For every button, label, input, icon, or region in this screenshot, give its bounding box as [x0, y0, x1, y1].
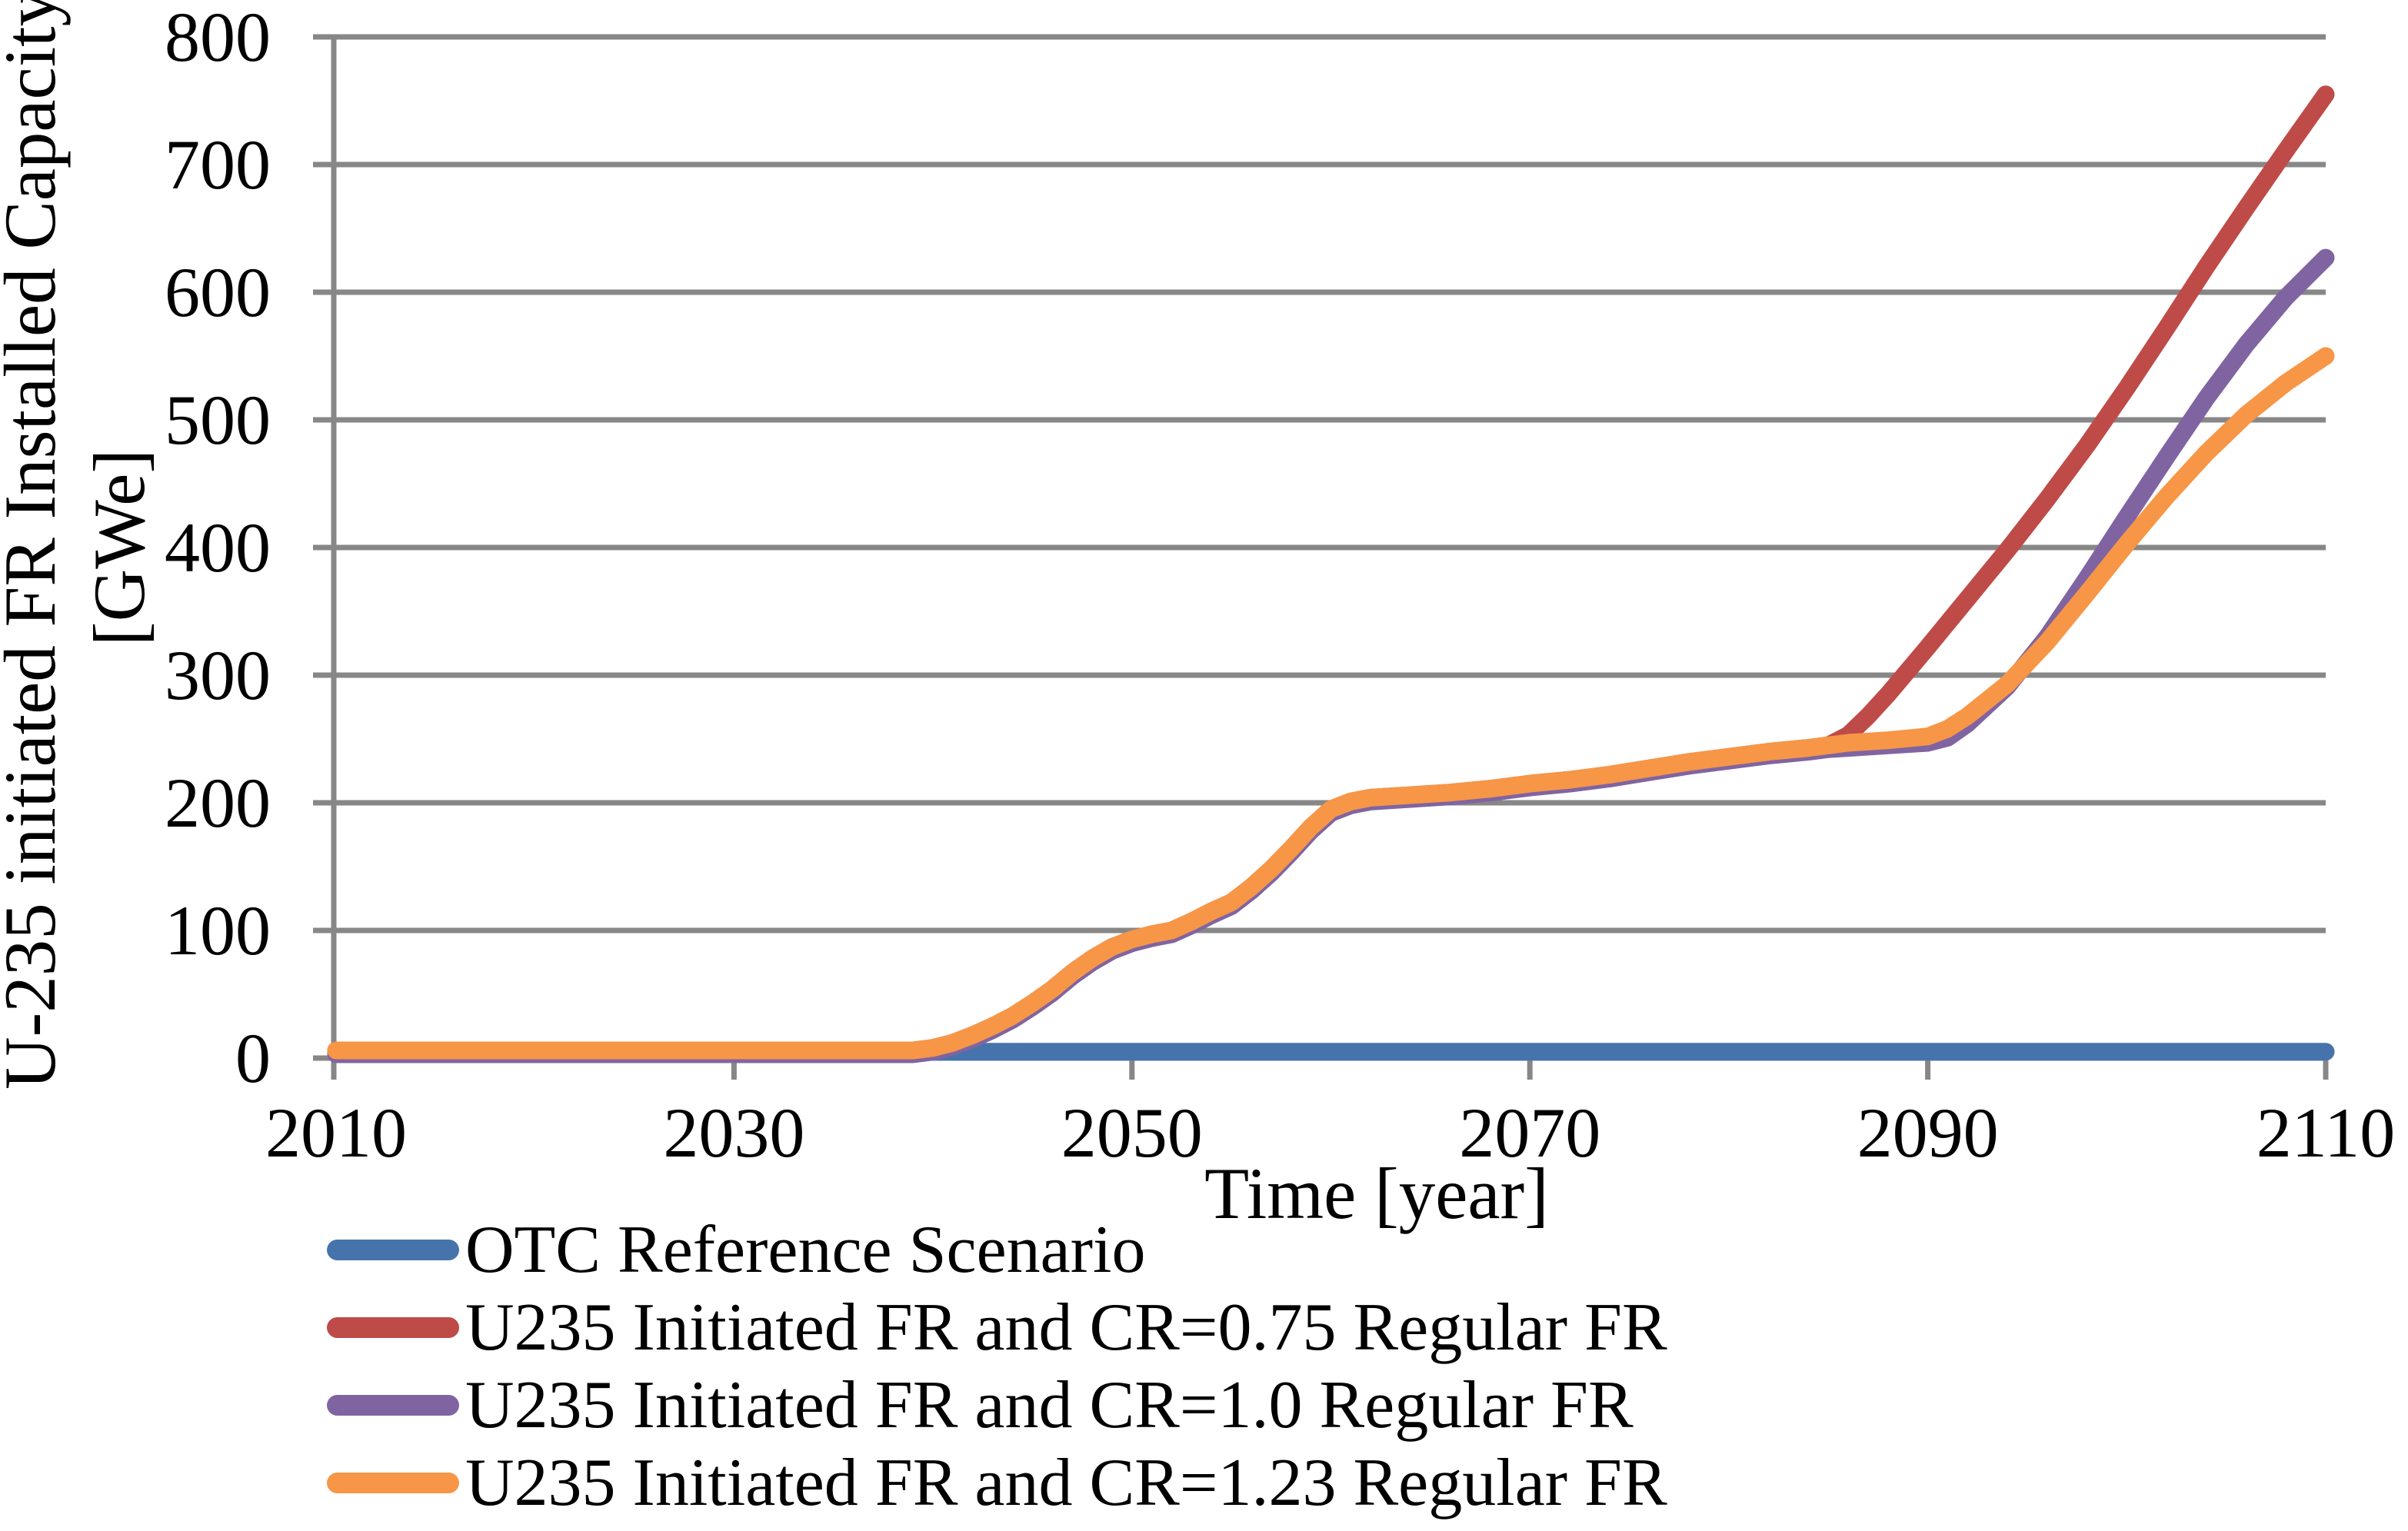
x-tick-label-2050: 2050	[1061, 1093, 1203, 1172]
y-tick-label-200: 200	[165, 764, 271, 842]
y-axis-title: U-235 initiated FR Installed Capacity [G…	[0, 0, 164, 1090]
y-axis-title-line1: U-235 initiated FR Installed Capacity	[0, 0, 71, 1090]
x-tick-label-2070: 2070	[1459, 1093, 1601, 1172]
legend-item-cr-0-75: U235 Initiated FR and CR=0.75 Regular FR	[327, 1289, 1667, 1366]
legend-item-cr-1-0: U235 Initiated FR and CR=1.0 Regular FR	[327, 1366, 1667, 1444]
y-tick-label-700: 700	[165, 125, 271, 204]
legend-swatch-otc-reference	[327, 1240, 459, 1260]
y-tick-label-400: 400	[165, 508, 271, 587]
x-tick-label-2110: 2110	[2256, 1093, 2396, 1172]
y-axis-title-line2: [GWe]	[78, 448, 160, 647]
legend-label-cr-1-0: U235 Initiated FR and CR=1.0 Regular FR	[465, 1367, 1634, 1443]
legend-swatch-cr-1-23	[327, 1473, 459, 1493]
legend-label-cr-0-75: U235 Initiated FR and CR=0.75 Regular FR	[465, 1290, 1667, 1365]
y-tick-label-500: 500	[165, 381, 271, 459]
series-line-1	[327, 85, 2335, 1060]
x-tick-label-2090: 2090	[1857, 1093, 1999, 1172]
y-tick-label-300: 300	[165, 636, 271, 714]
legend: OTC Reference Scenario U235 Initiated FR…	[327, 1211, 1667, 1522]
legend-item-cr-1-23: U235 Initiated FR and CR=1.23 Regular FR	[327, 1444, 1667, 1522]
legend-label-cr-1-23: U235 Initiated FR and CR=1.23 Regular FR	[465, 1445, 1667, 1520]
series-line-3	[327, 347, 2335, 1060]
y-tick-label-0: 0	[235, 1019, 271, 1097]
legend-item-otc-reference: OTC Reference Scenario	[327, 1211, 1667, 1289]
legend-swatch-cr-0-75	[327, 1317, 459, 1338]
y-tick-label-800: 800	[165, 0, 271, 76]
legend-label-otc-reference: OTC Reference Scenario	[465, 1212, 1146, 1287]
x-tick-label-2030: 2030	[663, 1093, 805, 1172]
x-tick-label-2010: 2010	[265, 1093, 407, 1172]
x-axis-title: Time [year]	[1204, 1153, 1549, 1234]
y-tick-label-100: 100	[165, 891, 271, 970]
y-tick-label-600: 600	[165, 253, 271, 331]
legend-swatch-cr-1-0	[327, 1395, 459, 1416]
